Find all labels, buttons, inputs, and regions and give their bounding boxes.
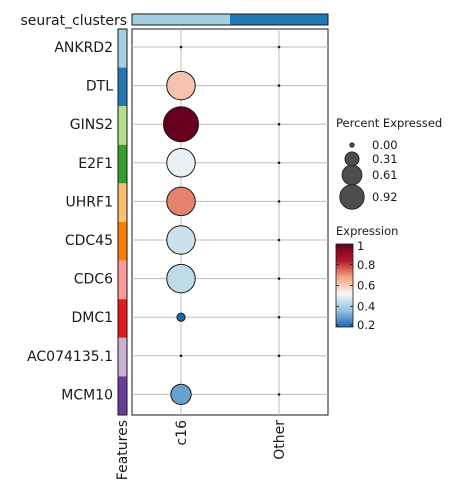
gene-label: ANKRD2 [54, 40, 113, 56]
feature-annotation-cell [118, 183, 127, 222]
top-annotation-cell-Other [230, 14, 328, 25]
gene-label: GINS2 [70, 117, 113, 133]
gene-label: E2F1 [78, 156, 113, 172]
gene-label: CDC45 [65, 233, 113, 249]
x-axis-labels: c16 Other [174, 420, 288, 460]
color-legend: Expression 1 0.8 0.6 0.4 0.2 [335, 224, 398, 332]
feature-annotation-cell [118, 106, 127, 145]
size-legend-label: 0.00 [372, 138, 398, 152]
gene-label: AC074135.1 [27, 349, 113, 365]
feature-annotation-cell [118, 144, 127, 184]
gene-labels: ANKRD2 DTL GINS2 E2F1 UHRF1 CDC45 CDC6 DMC1 AC07… [27, 40, 113, 403]
size-legend-label: 0.31 [372, 152, 398, 166]
dot-UHRF1-Other [277, 200, 281, 203]
size-legend-label: 0.92 [372, 190, 398, 204]
size-legend-dot [349, 142, 355, 148]
color-legend-label: 1 [357, 239, 364, 253]
gene-label: DTL [86, 79, 113, 95]
feature-annotation-cell [118, 29, 127, 68]
feature-annotation-cell [118, 337, 127, 377]
dot-CDC6-c16 [166, 263, 196, 294]
gene-label: CDC6 [74, 272, 113, 288]
dot-MCM10-c16 [170, 383, 192, 406]
color-legend-label: 0.2 [357, 318, 375, 332]
dot-AC074135.1-Other [277, 354, 281, 358]
dot-E2F1-Other [277, 161, 281, 165]
color-legend-label: 0.4 [357, 299, 375, 313]
color-legend-label: 0.6 [357, 279, 375, 293]
dot-ANKRD2-Other [277, 45, 281, 49]
dot-DTL-c16 [166, 70, 196, 101]
feature-annotation-cell [118, 67, 127, 107]
x-label-Other: Other [272, 420, 288, 460]
features-label: Features [115, 420, 131, 480]
plot-panel [131, 28, 329, 416]
size-legend-label: 0.61 [372, 168, 398, 182]
color-legend-label: 0.8 [357, 258, 375, 272]
dot-CDC45-Other [277, 238, 281, 242]
dot-GINS2-c16 [163, 106, 199, 143]
size-legend-dot [344, 151, 360, 167]
top-annotation-cell-c16 [132, 14, 230, 25]
gene-label: MCM10 [61, 387, 113, 403]
top-annotation-label: seurat_clusters [20, 13, 127, 29]
color-legend-title: Expression [336, 224, 398, 238]
size-legend-dot [341, 164, 363, 186]
x-label-c16: c16 [174, 420, 190, 446]
dot-DMC1-c16 [176, 312, 186, 322]
gene-label: UHRF1 [66, 194, 113, 210]
feature-annotation-cell [118, 376, 127, 415]
dot-UHRF1-c16 [166, 186, 196, 217]
plot-border [131, 28, 329, 416]
size-legend: Percent Expressed 0.000.31 0.61 0.92 [336, 116, 442, 210]
top-annotation: seurat_clusters [20, 13, 329, 29]
feature-annotation-cell [118, 299, 127, 338]
dot-GINS2-Other [277, 122, 281, 126]
top-annotation-border [131, 13, 329, 26]
dot-CDC6-Other [277, 277, 281, 280]
feature-annotation-cell [118, 260, 127, 300]
dot-MCM10-Other [277, 393, 281, 396]
dot-CDC45-c16 [166, 225, 196, 255]
gene-label: DMC1 [71, 310, 113, 326]
dot-DTL-Other [277, 84, 281, 87]
feature-annotation-cell [118, 222, 127, 261]
dot-E2F1-c16 [166, 148, 196, 178]
left-annotation [117, 28, 128, 416]
dot-DMC1-Other [277, 315, 281, 319]
size-legend-dot [339, 184, 365, 210]
left-annotation-border [117, 28, 128, 416]
dot-ANKRD2-c16 [179, 45, 183, 49]
size-legend-title: Percent Expressed [336, 116, 442, 130]
dot-AC074135.1-c16 [179, 354, 183, 358]
